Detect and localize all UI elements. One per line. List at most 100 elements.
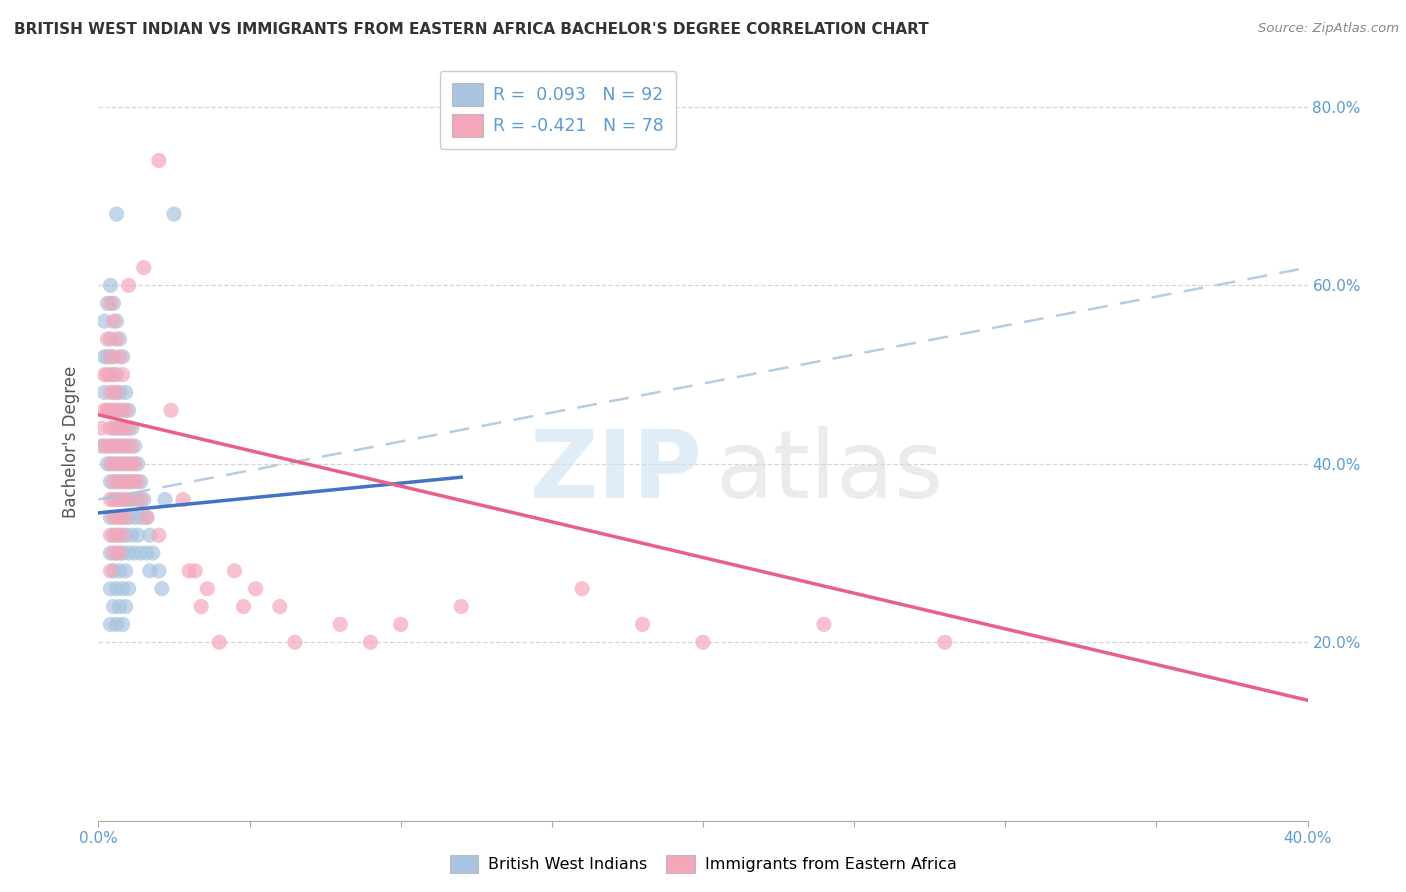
Point xyxy=(100,510,122,524)
Point xyxy=(108,564,131,578)
Point xyxy=(114,457,136,471)
Point xyxy=(108,599,131,614)
Point xyxy=(114,510,136,524)
Point xyxy=(148,564,170,578)
Point xyxy=(121,492,143,507)
Point xyxy=(103,368,125,382)
Point xyxy=(114,492,136,507)
Point xyxy=(631,617,654,632)
Point xyxy=(100,546,122,560)
Point xyxy=(114,564,136,578)
Point xyxy=(121,457,143,471)
Point xyxy=(108,457,131,471)
Point xyxy=(139,528,162,542)
Text: ZIP: ZIP xyxy=(530,425,703,518)
Point xyxy=(100,421,122,435)
Point xyxy=(93,403,115,417)
Point xyxy=(450,599,472,614)
Point xyxy=(111,439,134,453)
Point xyxy=(142,546,165,560)
Point xyxy=(224,564,246,578)
Text: atlas: atlas xyxy=(716,425,943,518)
Legend: R =  0.093   N = 92, R = -0.421   N = 78: R = 0.093 N = 92, R = -0.421 N = 78 xyxy=(440,71,676,149)
Point xyxy=(105,582,128,596)
Point xyxy=(105,368,128,382)
Point xyxy=(571,582,593,596)
Point xyxy=(103,564,125,578)
Point xyxy=(329,617,352,632)
Point xyxy=(118,278,141,293)
Point xyxy=(100,475,122,489)
Point xyxy=(111,475,134,489)
Point xyxy=(100,582,122,596)
Point xyxy=(124,475,146,489)
Point xyxy=(96,403,118,417)
Point xyxy=(105,332,128,346)
Point xyxy=(389,617,412,632)
Point xyxy=(105,617,128,632)
Point xyxy=(135,510,157,524)
Point xyxy=(124,439,146,453)
Point xyxy=(108,492,131,507)
Point xyxy=(96,368,118,382)
Point xyxy=(105,492,128,507)
Point xyxy=(105,528,128,542)
Legend: British West Indians, Immigrants from Eastern Africa: British West Indians, Immigrants from Ea… xyxy=(443,848,963,880)
Point xyxy=(111,457,134,471)
Point xyxy=(108,546,131,560)
Point xyxy=(100,350,122,364)
Point xyxy=(118,403,141,417)
Point xyxy=(160,403,183,417)
Point xyxy=(100,385,122,400)
Point xyxy=(105,421,128,435)
Point xyxy=(121,421,143,435)
Point xyxy=(103,457,125,471)
Point xyxy=(163,207,186,221)
Point xyxy=(111,350,134,364)
Point xyxy=(111,421,134,435)
Point xyxy=(96,457,118,471)
Point xyxy=(100,332,122,346)
Point xyxy=(184,564,207,578)
Point xyxy=(139,564,162,578)
Point xyxy=(153,492,176,507)
Point xyxy=(111,368,134,382)
Y-axis label: Bachelor's Degree: Bachelor's Degree xyxy=(62,366,80,517)
Point xyxy=(105,457,128,471)
Point xyxy=(118,582,141,596)
Point xyxy=(245,582,267,596)
Point xyxy=(108,421,131,435)
Point xyxy=(103,385,125,400)
Point xyxy=(100,564,122,578)
Point xyxy=(172,492,194,507)
Point xyxy=(132,492,155,507)
Point xyxy=(100,296,122,310)
Point xyxy=(108,439,131,453)
Point xyxy=(118,475,141,489)
Point xyxy=(124,510,146,524)
Point xyxy=(111,492,134,507)
Point xyxy=(118,457,141,471)
Point xyxy=(121,528,143,542)
Point xyxy=(105,403,128,417)
Point xyxy=(100,528,122,542)
Point xyxy=(93,314,115,328)
Point xyxy=(114,439,136,453)
Point xyxy=(105,207,128,221)
Point xyxy=(96,403,118,417)
Point xyxy=(108,528,131,542)
Point xyxy=(108,385,131,400)
Point xyxy=(103,599,125,614)
Text: BRITISH WEST INDIAN VS IMMIGRANTS FROM EASTERN AFRICA BACHELOR'S DEGREE CORRELAT: BRITISH WEST INDIAN VS IMMIGRANTS FROM E… xyxy=(14,22,929,37)
Point xyxy=(190,599,212,614)
Point xyxy=(103,528,125,542)
Point xyxy=(127,457,149,471)
Point xyxy=(129,475,152,489)
Point xyxy=(195,582,218,596)
Point xyxy=(93,439,115,453)
Point xyxy=(96,332,118,346)
Point xyxy=(105,475,128,489)
Point xyxy=(105,314,128,328)
Point xyxy=(692,635,714,649)
Point xyxy=(114,528,136,542)
